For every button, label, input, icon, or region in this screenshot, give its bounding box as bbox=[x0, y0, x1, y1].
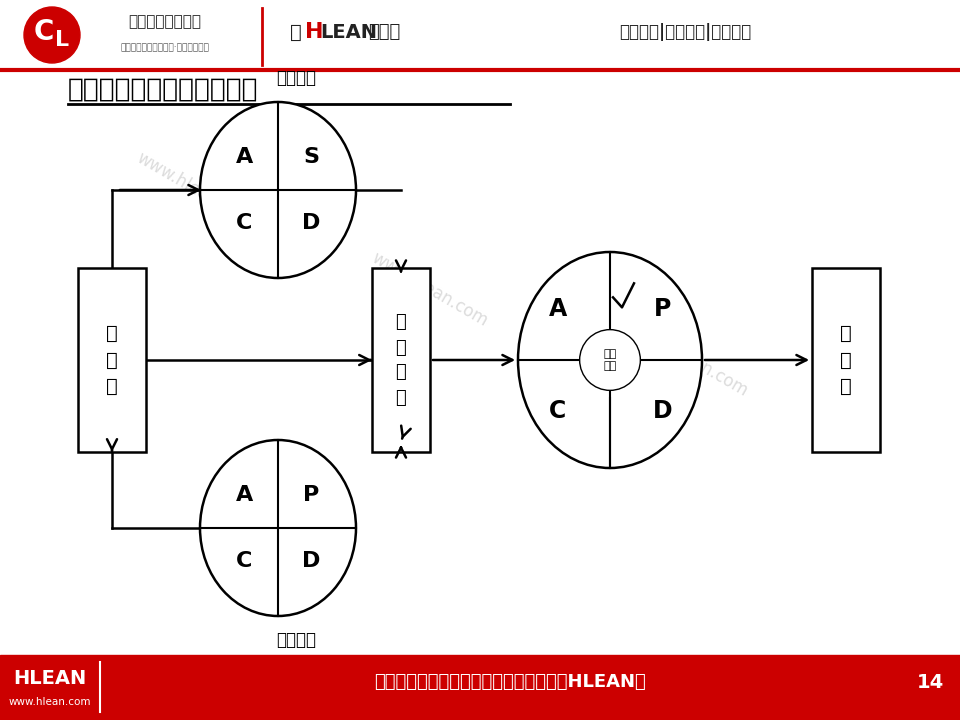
Text: www.hlean.com: www.hlean.com bbox=[133, 149, 256, 230]
Text: www.hlean.com: www.hlean.com bbox=[629, 320, 752, 400]
Bar bbox=[0, 655, 960, 720]
Bar bbox=[78, 268, 146, 452]
Text: 中国先进精益管理体系·智能制造系统: 中国先进精益管理体系·智能制造系统 bbox=[121, 43, 209, 53]
Text: 标
准
化: 标 准 化 bbox=[840, 324, 852, 396]
Text: 标
准
化: 标 准 化 bbox=[107, 324, 118, 396]
Text: 14: 14 bbox=[917, 672, 944, 691]
Text: S: S bbox=[303, 147, 320, 166]
Text: 维持标准: 维持标准 bbox=[276, 69, 316, 87]
Text: A: A bbox=[236, 147, 253, 166]
Text: 学堂】: 学堂】 bbox=[368, 23, 400, 41]
Ellipse shape bbox=[580, 330, 640, 390]
Ellipse shape bbox=[200, 102, 356, 278]
Text: www.hlean.com: www.hlean.com bbox=[9, 697, 91, 707]
Text: 精益生产|智能制造|管理前沿: 精益生产|智能制造|管理前沿 bbox=[619, 23, 751, 41]
Bar bbox=[372, 268, 430, 452]
Text: www.hlean.com: www.hlean.com bbox=[369, 249, 492, 330]
Text: D: D bbox=[302, 552, 321, 572]
Text: C: C bbox=[236, 213, 252, 233]
Text: 方针
管理: 方针 管理 bbox=[604, 348, 616, 372]
Bar bbox=[812, 268, 880, 452]
Text: D: D bbox=[302, 213, 321, 233]
Text: P: P bbox=[654, 297, 671, 321]
Text: L: L bbox=[55, 30, 69, 50]
Text: C: C bbox=[34, 18, 54, 46]
Circle shape bbox=[24, 7, 80, 63]
Text: 【: 【 bbox=[290, 22, 301, 42]
Text: P: P bbox=[303, 485, 320, 505]
Text: H: H bbox=[305, 22, 324, 42]
Text: A: A bbox=[548, 297, 566, 321]
Ellipse shape bbox=[518, 252, 702, 468]
Text: C: C bbox=[236, 552, 252, 572]
Text: 日
常
管
理: 日 常 管 理 bbox=[396, 313, 406, 407]
Text: HLEAN: HLEAN bbox=[13, 668, 86, 688]
Text: 精益生产促进中心: 精益生产促进中心 bbox=[129, 14, 202, 30]
Text: 做行业标杆，找精弘益；要幸福高效，用HLEAN！: 做行业标杆，找精弘益；要幸福高效，用HLEAN！ bbox=[374, 673, 646, 691]
Text: LEAN: LEAN bbox=[320, 22, 377, 42]
Text: 方针管理与日常管理的比较: 方针管理与日常管理的比较 bbox=[68, 77, 258, 103]
Text: C: C bbox=[549, 399, 566, 423]
Text: A: A bbox=[236, 485, 253, 505]
Ellipse shape bbox=[200, 440, 356, 616]
Text: 日常改善: 日常改善 bbox=[276, 631, 316, 649]
Text: D: D bbox=[653, 399, 672, 423]
